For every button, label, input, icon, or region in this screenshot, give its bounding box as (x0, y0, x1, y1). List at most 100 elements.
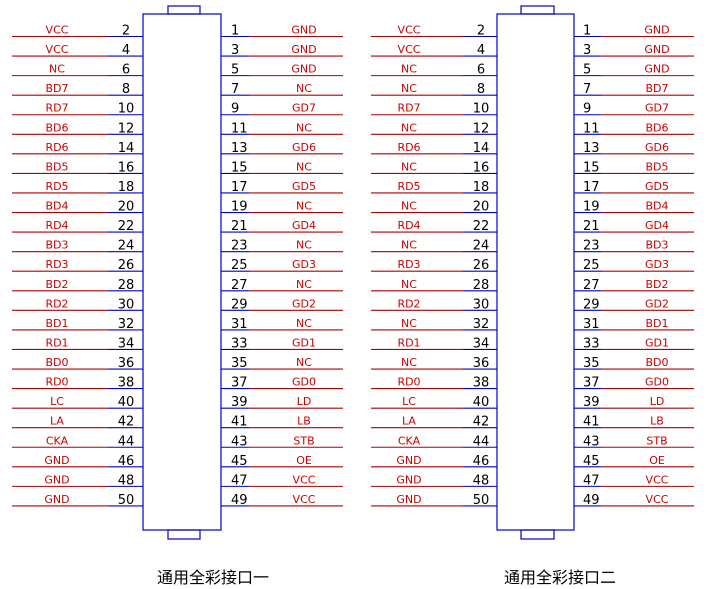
connector-top-tab (520, 5, 555, 15)
right-pin-number: 23 (231, 239, 248, 254)
left-signal-label: RD3 (397, 258, 420, 271)
left-signal-label: RD4 (45, 219, 68, 232)
left-signal-label: VCC (46, 43, 69, 56)
left-signal-label: NC (401, 200, 417, 213)
left-pin-number: 4 (122, 43, 130, 58)
pin-row: RD2 30 29 GD2 (371, 297, 694, 312)
left-signal-label: NC (401, 121, 417, 134)
left-pin-number: 10 (118, 102, 135, 117)
right-signal-label: GND (291, 43, 316, 56)
left-pin-number: 44 (473, 434, 490, 449)
pin-row: RD1 34 33 GD1 (12, 336, 343, 351)
left-signal-label: LA (50, 415, 64, 428)
right-pin-number: 45 (231, 454, 248, 469)
left-signal-label: RD6 (45, 141, 68, 154)
left-pin-number: 6 (122, 63, 130, 78)
right-signal-label: BD4 (645, 200, 668, 213)
right-pin-number: 27 (583, 278, 600, 293)
pin-row: NC 36 35 BD0 (371, 356, 694, 371)
right-pin-number: 31 (231, 317, 248, 332)
right-pin-number: 37 (583, 376, 600, 391)
left-signal-label: GND (396, 454, 421, 467)
pin-row: VCC 4 3 GND (12, 43, 343, 58)
right-pin-number: 25 (583, 258, 600, 273)
left-signal-label: RD7 (45, 102, 68, 115)
pin-row: NC 6 5 GND (12, 63, 343, 78)
left-pin-number: 4 (477, 43, 485, 58)
right-signal-label: STB (293, 434, 314, 447)
right-signal-label: BD1 (645, 317, 668, 330)
left-pin-number: 50 (473, 493, 490, 508)
pin-row: LC 40 39 LD (371, 395, 694, 410)
pin-row: RD6 14 13 GD6 (371, 141, 694, 156)
right-pin-number: 13 (231, 141, 248, 156)
right-signal-label: BD5 (645, 160, 668, 173)
left-pin-number: 46 (473, 454, 490, 469)
left-signal-label: VCC (398, 43, 421, 56)
right-pin-number: 17 (583, 180, 600, 195)
pin-row: RD0 38 37 GD0 (371, 376, 694, 391)
pin-row: GND 50 49 VCC (12, 493, 343, 508)
left-pin-number: 10 (473, 102, 490, 117)
right-signal-label: VCC (293, 493, 316, 506)
left-pin-number: 2 (477, 24, 485, 39)
pin-row: NC 12 11 BD6 (371, 121, 694, 136)
left-signal-label: NC (401, 239, 417, 252)
left-pin-number: 30 (118, 297, 135, 312)
right-signal-label: GD3 (645, 258, 669, 271)
pin-row: VCC 4 3 GND (371, 43, 694, 58)
pin-row: RD7 10 9 GD7 (371, 102, 694, 117)
pin-row: BD2 28 27 NC (12, 278, 343, 293)
left-signal-label: RD5 (45, 180, 68, 193)
left-signal-label: RD5 (397, 180, 420, 193)
right-signal-label: GND (644, 63, 669, 76)
left-pin-number: 24 (118, 239, 135, 254)
connector-bottom-tab (167, 529, 201, 540)
pin-row: RD0 38 37 GD0 (12, 376, 343, 391)
right-signal-label: LD (297, 395, 312, 408)
pin-row: NC 28 27 BD2 (371, 278, 694, 293)
right-pin-number: 3 (231, 43, 239, 58)
pin-row: LA 42 41 LB (12, 415, 343, 430)
left-signal-label: LC (50, 395, 64, 408)
left-signal-label: BD5 (45, 160, 68, 173)
right-signal-label: GD4 (645, 219, 669, 232)
pin-row: NC 32 31 BD1 (371, 317, 694, 332)
right-pin-number: 1 (231, 24, 239, 39)
right-pin-number: 19 (583, 200, 600, 215)
right-signal-label: GD6 (645, 141, 669, 154)
connector-body (142, 13, 222, 531)
right-pin-number: 17 (231, 180, 248, 195)
right-signal-label: LB (650, 415, 664, 428)
pin-row: GND 48 47 VCC (12, 473, 343, 488)
left-signal-label: RD3 (45, 258, 68, 271)
right-pin-number: 39 (231, 395, 248, 410)
left-pin-number: 8 (477, 82, 485, 97)
connector-bottom-tab (520, 529, 555, 540)
left-pin-number: 24 (473, 239, 490, 254)
left-pin-number: 48 (118, 473, 135, 488)
right-signal-label: GND (644, 43, 669, 56)
right-signal-label: GD4 (292, 219, 316, 232)
pin-row: GND 46 45 OE (12, 454, 343, 469)
connector-body (496, 13, 575, 531)
pin-row: NC 6 5 GND (371, 63, 694, 78)
left-pin-number: 12 (118, 121, 135, 136)
right-pin-number: 3 (583, 43, 591, 58)
right-pin-number: 45 (583, 454, 600, 469)
left-pin-number: 14 (473, 141, 490, 156)
pin-row: GND 50 49 VCC (371, 493, 694, 508)
right-signal-label: NC (296, 317, 312, 330)
left-signal-label: NC (401, 278, 417, 291)
pin-row: BD5 16 15 NC (12, 160, 343, 175)
left-pin-number: 42 (473, 415, 490, 430)
left-signal-label: RD0 (45, 376, 68, 389)
right-pin-number: 31 (583, 317, 600, 332)
pin-row: RD6 14 13 GD6 (12, 141, 343, 156)
left-signal-label: LC (402, 395, 416, 408)
left-signal-label: RD7 (397, 102, 420, 115)
right-pin-number: 5 (231, 63, 239, 78)
left-pin-number: 36 (118, 356, 135, 371)
left-pin-number: 40 (473, 395, 490, 410)
left-pin-number: 16 (118, 160, 135, 175)
